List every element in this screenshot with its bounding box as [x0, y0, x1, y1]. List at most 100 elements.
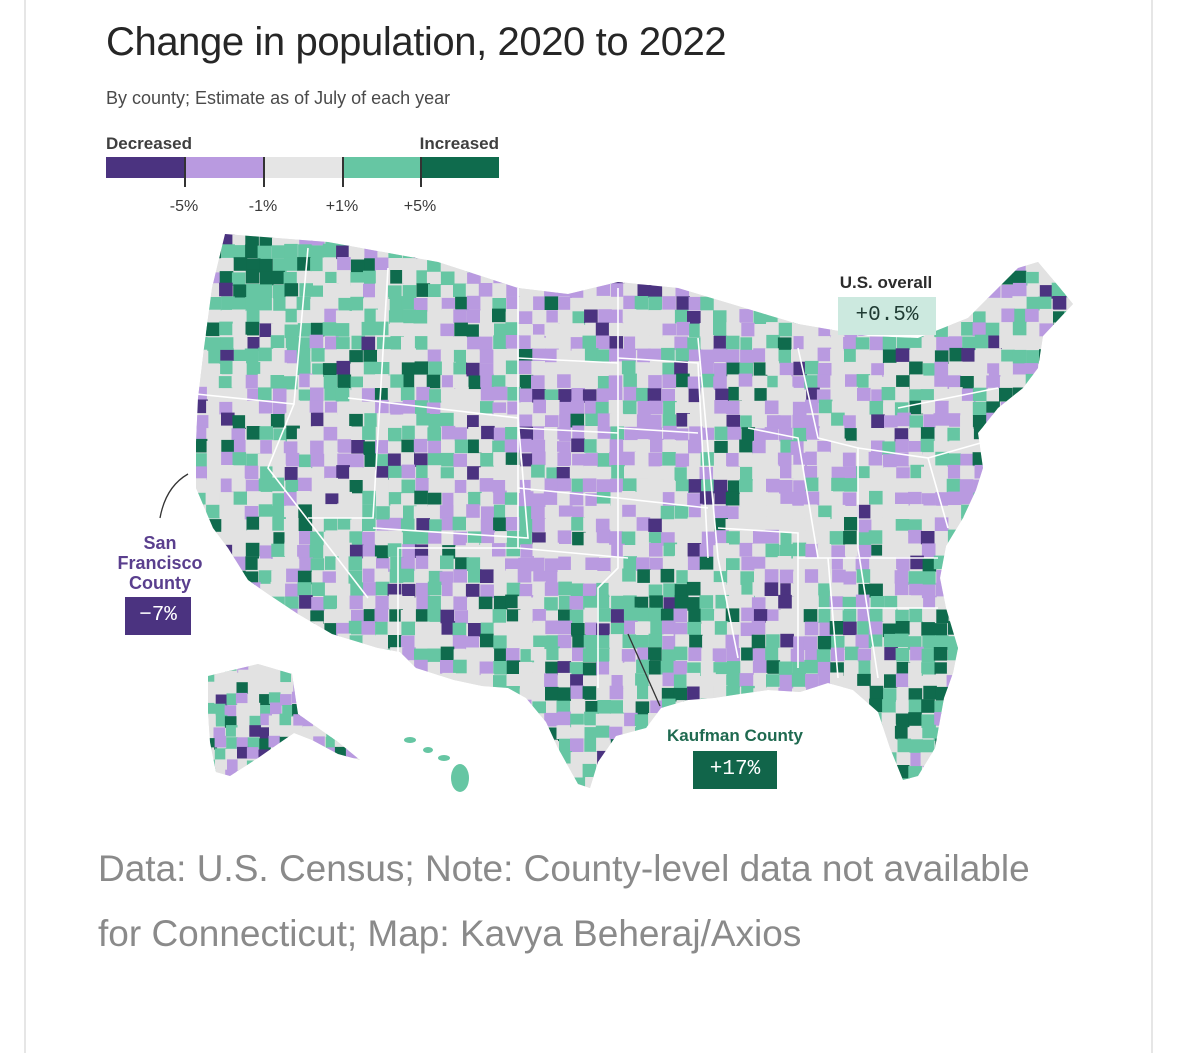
county-cell	[765, 699, 779, 714]
county-cell	[609, 452, 623, 466]
county-cell	[675, 282, 690, 297]
county-cell	[973, 492, 987, 507]
county-cell	[452, 516, 467, 531]
county-cell	[1012, 648, 1027, 662]
county-cell	[637, 607, 651, 622]
county-cell	[310, 257, 324, 272]
county-cell	[649, 569, 664, 584]
county-cell	[700, 698, 715, 713]
county-cell	[766, 686, 780, 701]
county-cell	[987, 752, 1001, 767]
county-cell	[440, 609, 455, 624]
county-cell	[570, 298, 584, 312]
county-cell	[196, 311, 209, 325]
county-cell	[361, 336, 376, 351]
county-cell	[1038, 739, 1053, 754]
county-cell	[649, 778, 664, 788]
county-cell	[751, 272, 766, 286]
county-cell	[1011, 777, 1026, 788]
county-cell	[741, 792, 755, 806]
county-cell	[479, 764, 493, 778]
county-cell	[947, 427, 961, 442]
county-cell	[1037, 569, 1052, 584]
county-cell	[972, 633, 987, 648]
county-cell	[245, 269, 260, 284]
county-cell	[869, 583, 883, 598]
county-cell	[196, 399, 208, 414]
county-cell	[352, 791, 366, 805]
county-cell	[608, 582, 623, 596]
county-cell	[414, 648, 428, 663]
county-cell	[1039, 790, 1053, 804]
county-cell	[1052, 400, 1066, 415]
county-cell	[272, 493, 287, 507]
county-cell	[662, 778, 677, 788]
county-cell	[323, 297, 338, 312]
county-cell	[858, 751, 872, 765]
county-cell	[688, 402, 703, 416]
county-cell	[753, 505, 767, 520]
county-cell	[1064, 427, 1073, 442]
county-cell	[740, 415, 754, 429]
county-cell	[1037, 234, 1052, 246]
county-cell	[961, 724, 975, 739]
county-cell	[830, 492, 844, 507]
county-cell	[1064, 545, 1073, 559]
county-cell	[271, 245, 285, 259]
county-cell	[817, 440, 831, 455]
county-cell	[648, 348, 662, 363]
county-cell	[961, 529, 976, 544]
county-cell	[349, 544, 364, 559]
county-cell	[907, 727, 922, 741]
county-cell	[946, 713, 961, 727]
county-cell	[999, 452, 1013, 466]
county-cell	[298, 621, 313, 636]
county-cell	[388, 285, 402, 299]
county-cell	[934, 777, 949, 788]
county-cell	[856, 466, 870, 480]
county-cell	[842, 558, 857, 572]
county-cell	[662, 636, 676, 650]
county-cell	[790, 506, 805, 520]
county-cell	[961, 504, 975, 519]
county-cell	[375, 234, 390, 246]
county-cell	[427, 465, 442, 479]
county-cell	[855, 349, 870, 363]
county-cell	[1065, 713, 1073, 728]
county-cell	[244, 465, 259, 480]
county-cell	[1053, 646, 1067, 661]
county-cell	[441, 425, 456, 440]
county-cell	[702, 582, 716, 596]
county-cell	[543, 491, 558, 505]
county-cell	[206, 776, 221, 788]
county-cell	[427, 504, 442, 519]
county-cell	[856, 777, 871, 788]
county-cell	[219, 504, 233, 518]
county-cell	[268, 735, 281, 748]
county-cell	[337, 426, 352, 440]
county-cell	[1064, 505, 1073, 519]
county-cell	[660, 269, 675, 284]
county-cell	[310, 673, 324, 688]
county-cell	[1025, 412, 1039, 427]
county-cell	[232, 415, 246, 429]
county-cell	[882, 623, 897, 638]
county-cell	[246, 426, 261, 440]
county-cell	[883, 688, 897, 702]
county-cell	[921, 348, 936, 362]
county-cell	[676, 373, 690, 388]
county-cell	[1025, 596, 1040, 611]
county-cell	[777, 375, 792, 389]
county-cell	[325, 759, 337, 771]
county-cell	[895, 609, 909, 624]
county-cell	[221, 451, 235, 466]
county-cell	[480, 373, 494, 388]
county-cell	[585, 244, 599, 259]
county-cell	[296, 310, 311, 324]
county-cell	[739, 439, 753, 454]
county-cell	[674, 440, 689, 454]
county-cell	[1012, 387, 1027, 402]
county-cell	[557, 246, 572, 260]
county-cell	[999, 465, 1013, 480]
county-cell	[949, 322, 963, 337]
